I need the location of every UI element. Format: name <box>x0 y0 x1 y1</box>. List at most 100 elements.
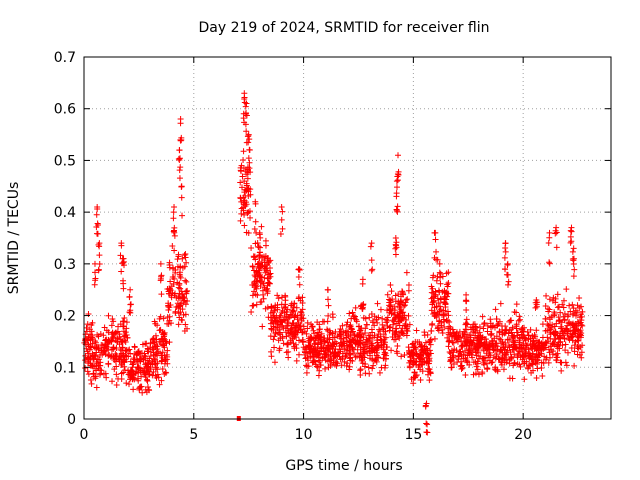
data-point <box>546 296 553 303</box>
data-point <box>489 359 496 366</box>
data-point <box>427 369 434 376</box>
data-point <box>120 255 127 262</box>
data-point <box>571 362 578 369</box>
data-point <box>566 302 573 309</box>
data-point <box>338 328 345 335</box>
data-point <box>130 372 137 379</box>
data-point <box>403 316 410 323</box>
data-point <box>566 336 573 343</box>
data-point <box>321 338 328 345</box>
data-point <box>468 341 475 348</box>
data-point <box>423 420 430 427</box>
data-point <box>391 336 398 343</box>
data-point <box>462 320 469 327</box>
data-point <box>179 317 186 324</box>
data-point <box>553 224 560 231</box>
data-point <box>521 376 528 383</box>
data-point <box>84 368 91 375</box>
data-point <box>257 264 264 271</box>
data-point <box>244 186 251 193</box>
data-point <box>462 298 469 305</box>
data-point <box>246 165 253 172</box>
y-tick-label: 0.5 <box>54 153 76 169</box>
data-point <box>96 356 103 363</box>
data-point <box>258 259 265 266</box>
data-point <box>169 242 176 249</box>
data-point <box>526 362 533 369</box>
data-point <box>533 327 540 334</box>
data-point <box>282 316 289 323</box>
data-point <box>538 359 545 366</box>
data-point <box>554 291 561 298</box>
data-point <box>444 317 451 324</box>
data-point <box>300 323 307 330</box>
data-point <box>346 363 353 370</box>
data-point <box>397 329 404 336</box>
data-point <box>143 376 150 383</box>
data-point <box>120 369 127 376</box>
data-point <box>475 371 482 378</box>
data-point <box>560 304 567 311</box>
data-point <box>182 251 189 258</box>
data-point <box>437 274 444 281</box>
data-point <box>561 317 568 324</box>
data-point <box>95 266 102 273</box>
data-point <box>501 355 508 362</box>
data-point <box>448 357 455 364</box>
data-point <box>90 371 97 378</box>
data-point <box>153 343 160 350</box>
data-point <box>469 324 476 331</box>
data-point <box>253 281 260 288</box>
grid-layer <box>84 57 611 419</box>
data-point <box>240 148 247 155</box>
data-point <box>253 268 260 275</box>
data-point <box>237 195 244 202</box>
data-point <box>95 222 102 229</box>
data-point <box>298 317 305 324</box>
data-point <box>433 256 440 263</box>
data-point <box>432 288 439 295</box>
data-point <box>562 347 569 354</box>
data-point <box>497 300 504 307</box>
data-point <box>432 229 439 236</box>
data-point <box>279 308 286 315</box>
data-point <box>151 338 158 345</box>
data-point <box>386 307 393 314</box>
data-point <box>96 260 103 267</box>
data-point <box>103 374 110 381</box>
data-point <box>113 345 120 352</box>
data-point <box>142 353 149 360</box>
data-point <box>394 177 401 184</box>
data-point <box>256 229 263 236</box>
data-point <box>421 329 428 336</box>
data-point <box>409 341 416 348</box>
data-point <box>500 366 507 373</box>
data-point <box>329 334 336 341</box>
data-point <box>521 335 528 342</box>
data-point <box>433 303 440 310</box>
data-point <box>374 300 381 307</box>
data-point <box>545 322 552 329</box>
data-point <box>344 347 351 354</box>
data-point <box>399 289 406 296</box>
data-point <box>578 313 585 320</box>
data-point <box>439 330 446 337</box>
data-point <box>293 321 300 328</box>
data-point <box>110 318 117 325</box>
data-point <box>184 287 191 294</box>
data-point <box>140 369 147 376</box>
data-point <box>445 338 452 345</box>
data-point <box>260 291 267 298</box>
data-point <box>130 355 137 362</box>
data-point <box>266 258 273 265</box>
data-point <box>127 358 134 365</box>
data-point <box>239 173 246 180</box>
data-point <box>150 349 157 356</box>
data-point <box>118 359 125 366</box>
data-point <box>484 366 491 373</box>
data-point <box>349 309 356 316</box>
data-point <box>403 332 410 339</box>
data-point <box>458 338 465 345</box>
data-point <box>360 314 367 321</box>
data-point <box>362 325 369 332</box>
